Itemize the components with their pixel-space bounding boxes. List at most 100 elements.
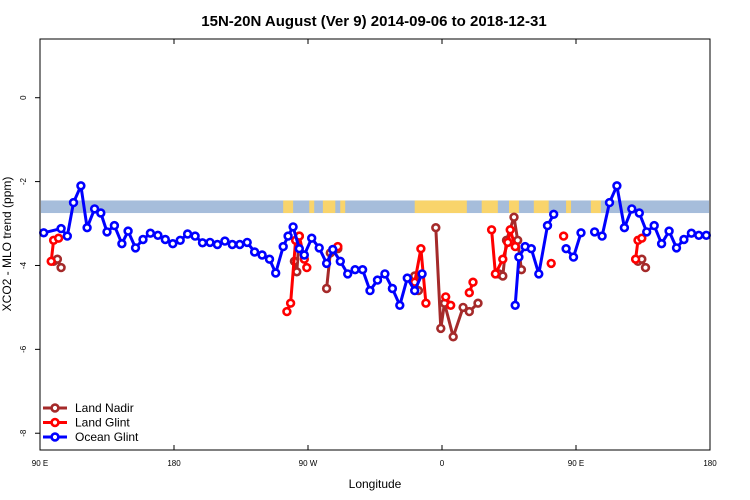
data-point: [509, 212, 519, 222]
data-point: [514, 252, 524, 262]
data-point: [138, 234, 148, 245]
data-point: [627, 204, 637, 214]
data-point: [664, 226, 674, 236]
data-point: [357, 265, 368, 275]
y-tick-label: -2: [19, 177, 28, 185]
data-point: [410, 285, 420, 296]
data-point: [701, 230, 711, 241]
data-point: [76, 181, 86, 191]
land-strip-span: [509, 200, 519, 214]
legend-marker: [50, 403, 60, 413]
data-point: [510, 300, 520, 310]
data-point: [160, 234, 171, 245]
data-point: [686, 228, 697, 238]
data-point: [526, 244, 536, 254]
data-point: [38, 228, 49, 238]
data-point: [294, 244, 304, 254]
data-point: [473, 298, 483, 308]
land-strip-span: [283, 200, 294, 214]
data-point: [640, 262, 651, 273]
data-point: [46, 256, 56, 266]
data-point: [130, 243, 141, 253]
data-point: [671, 243, 682, 253]
data-point: [510, 241, 520, 252]
data-point: [546, 258, 556, 269]
data-point: [637, 233, 647, 243]
data-point: [619, 223, 630, 233]
x-tick-label: 90 E: [568, 459, 584, 468]
legend-marker: [50, 417, 60, 428]
data-point: [109, 220, 120, 231]
data-point: [102, 227, 112, 237]
land-strip-span: [481, 200, 498, 214]
land-strip-span: [566, 200, 572, 214]
data-point: [205, 237, 215, 248]
x-tick-label: 0: [440, 459, 445, 468]
data-point: [446, 300, 456, 310]
data-point: [321, 283, 332, 294]
legend-label: Land Nadir: [75, 401, 134, 415]
y-tick-label: -8: [19, 429, 28, 437]
legend-marker: [50, 432, 60, 442]
data-point: [630, 254, 641, 264]
data-point: [576, 228, 586, 238]
data-point: [328, 244, 338, 255]
data-point: [468, 277, 478, 287]
data-point: [282, 306, 292, 317]
data-point: [641, 227, 652, 237]
data-point: [153, 230, 163, 241]
x-tick-label: 180: [167, 459, 181, 468]
data-point: [458, 302, 468, 313]
data-point: [464, 306, 474, 317]
data-point: [350, 265, 360, 275]
data-point: [242, 237, 252, 248]
data-point: [503, 237, 513, 248]
legend-label: Land Glint: [75, 416, 130, 430]
x-axis-label: Longitude: [349, 477, 402, 491]
data-point: [542, 220, 553, 231]
land-strip-span: [340, 200, 346, 214]
data-point: [486, 225, 497, 235]
data-point: [68, 197, 79, 208]
data-point: [212, 239, 223, 250]
data-point: [498, 254, 508, 264]
data-point: [441, 292, 451, 302]
data-point: [568, 252, 579, 262]
data-point: [417, 269, 427, 279]
data-point: [604, 197, 615, 208]
data-point: [679, 234, 689, 245]
data-point: [436, 323, 446, 334]
data-point: [285, 298, 296, 308]
data-point: [235, 239, 245, 250]
y-tick-label: -6: [19, 345, 28, 353]
x-tick-label: 90 W: [299, 459, 318, 468]
data-point: [89, 204, 100, 214]
x-tick-label: 180: [703, 459, 717, 468]
legend-item: Land Nadir: [43, 401, 134, 415]
data-point: [395, 300, 405, 310]
data-point: [288, 222, 298, 232]
data-point: [271, 268, 281, 278]
legend-item: Land Glint: [43, 416, 130, 430]
data-point: [257, 250, 267, 260]
data-point: [117, 239, 127, 249]
data-point: [431, 223, 441, 233]
data-point: [123, 226, 133, 236]
land-strip-span: [414, 200, 467, 214]
data-point: [589, 227, 600, 237]
y-tick-label: 0: [19, 95, 28, 100]
data-point: [335, 256, 345, 266]
series-layer: [38, 181, 711, 342]
data-point: [612, 181, 622, 191]
x-axis: 90 E 180 90 W 0 90 E 180: [32, 39, 717, 468]
data-point: [182, 229, 193, 239]
data-point: [448, 332, 458, 342]
data-point: [561, 244, 571, 254]
data-point: [387, 283, 398, 294]
data-point: [82, 223, 92, 233]
data-point: [416, 244, 426, 254]
data-point: [597, 231, 607, 241]
data-point: [421, 298, 431, 308]
y-axis-label: XCO2 - MLO trend (ppm): [0, 177, 14, 312]
